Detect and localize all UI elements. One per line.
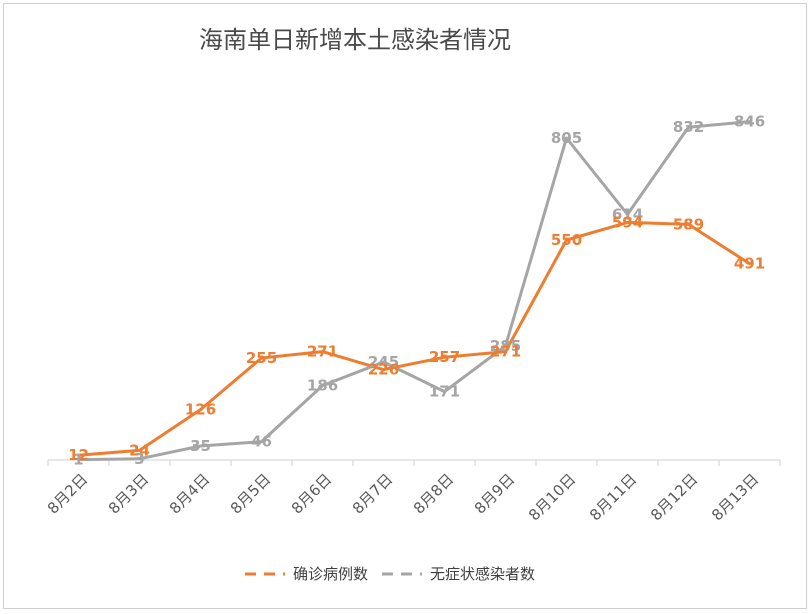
data-label: 614 (612, 205, 643, 223)
x-tick-label: 8月5日 (227, 470, 274, 517)
legend-label: 无症状感染者数 (430, 565, 535, 583)
data-label: 24 (129, 441, 150, 459)
x-tick-label: 8月9日 (471, 470, 518, 517)
data-label: 245 (368, 353, 399, 371)
data-label: 589 (673, 215, 704, 233)
x-tick-label: 8月2日 (44, 470, 91, 517)
data-label: 171 (429, 383, 460, 401)
x-tick-label: 8月3日 (105, 470, 152, 517)
chart-frame (3, 3, 807, 609)
data-label: 594 (612, 213, 643, 231)
data-label: 46 (251, 433, 272, 451)
legend: 确诊病例数 无症状感染者数 (245, 565, 535, 583)
x-tick-label: 8月6日 (288, 470, 335, 517)
series-line-asymptomatic (77, 120, 751, 462)
series-layer (77, 120, 751, 462)
data-label: 846 (734, 113, 765, 131)
data-label: 805 (551, 129, 582, 147)
data-label: 226 (368, 361, 399, 379)
data-label: 550 (551, 231, 582, 249)
x-tick-label: 8月12日 (647, 470, 701, 524)
data-labels: 1 3 35 46 186 245 171 285 805 614 832 846 12 24 126 255… (68, 113, 765, 469)
x-tick-label: 8月11日 (586, 470, 640, 524)
data-label: 12 (68, 446, 89, 464)
x-tick-label: 8月13日 (708, 470, 762, 524)
data-label: 35 (190, 437, 211, 455)
data-label: 126 (185, 401, 216, 419)
x-tick-label: 8月10日 (525, 470, 579, 524)
data-label: 832 (673, 118, 704, 136)
data-label: 3 (134, 450, 144, 468)
data-label: 271 (490, 343, 521, 361)
x-tick-label: 8月7日 (349, 470, 396, 517)
data-label: 255 (246, 349, 277, 367)
chart-title: 海南单日新增本土感染者情况 (199, 26, 511, 54)
data-label: 285 (490, 337, 521, 355)
x-tick-label: 8月4日 (166, 470, 213, 517)
data-label: 257 (429, 348, 460, 366)
data-label: 491 (734, 255, 765, 273)
data-label: 271 (307, 343, 338, 361)
series-line-confirmed (77, 220, 751, 457)
x-axis: 8月2日 8月3日 8月4日 8月5日 8月6日 8月7日 8月8日 8月9日 8月10日 8月1… (44, 459, 781, 524)
data-label: 1 (73, 451, 83, 469)
data-label: 186 (307, 377, 338, 395)
x-tick-label: 8月8日 (410, 470, 457, 517)
legend-label: 确诊病例数 (293, 565, 368, 583)
